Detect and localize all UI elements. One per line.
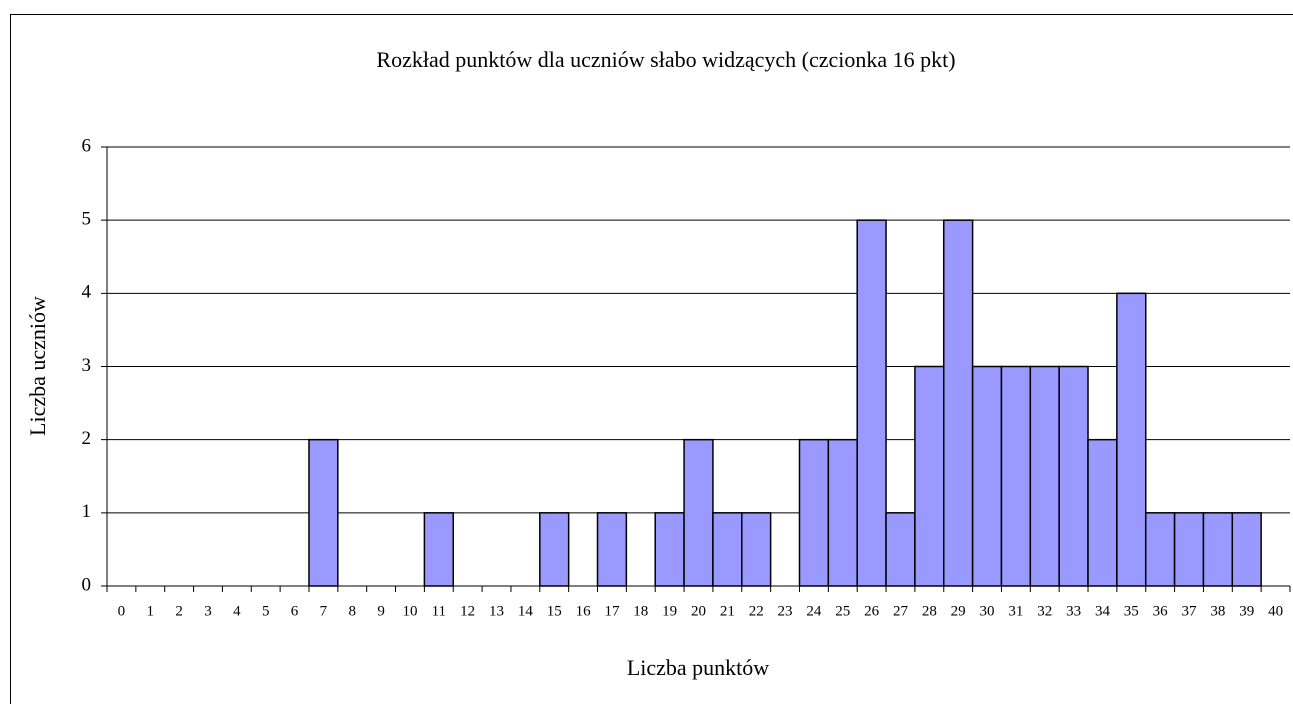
bar <box>308 438 339 587</box>
bar <box>596 512 628 587</box>
x-tick-label: 39 <box>1239 603 1254 619</box>
x-tick-label: 5 <box>262 603 270 619</box>
bar <box>1144 512 1176 587</box>
x-tick-label: 38 <box>1210 603 1225 619</box>
bar <box>1000 365 1032 587</box>
x-tick-label: 1 <box>147 603 155 619</box>
x-tick-label: 17 <box>604 603 620 619</box>
x-tick-label: 24 <box>806 603 822 619</box>
x-tick-label: 31 <box>1008 603 1023 619</box>
bar <box>943 219 974 587</box>
x-tick-label: 0 <box>118 603 126 619</box>
x-tick-label: 37 <box>1182 603 1198 619</box>
x-tick-label: 13 <box>489 603 504 619</box>
x-tick-label: 40 <box>1268 603 1283 619</box>
x-tick-label: 6 <box>291 603 299 619</box>
x-tick-label: 23 <box>778 603 793 619</box>
bar <box>1116 292 1147 587</box>
y-tick-label: 1 <box>82 501 92 522</box>
x-tick-label: 12 <box>460 603 475 619</box>
x-tick-label: 8 <box>349 603 357 619</box>
bar <box>1058 365 1089 587</box>
bar <box>1087 438 1118 587</box>
x-tick-label: 25 <box>835 603 850 619</box>
bar <box>423 512 454 587</box>
x-tick-label: 3 <box>204 603 212 619</box>
x-tick-label: 20 <box>691 603 706 619</box>
x-tick-label: 15 <box>547 603 562 619</box>
y-tick-label: 3 <box>82 355 92 376</box>
x-tick-label: 33 <box>1066 603 1081 619</box>
x-tick-label: 19 <box>662 603 677 619</box>
y-tick-label: 0 <box>82 574 92 595</box>
x-tick-label: 14 <box>518 603 534 619</box>
x-tick-label: 16 <box>576 603 592 619</box>
y-tick-label: 2 <box>82 428 92 449</box>
bar <box>741 512 772 587</box>
x-tick-label: 30 <box>980 603 995 619</box>
x-tick-label: 10 <box>402 603 417 619</box>
x-tick-label: 34 <box>1095 603 1111 619</box>
bar <box>1029 365 1060 587</box>
bar <box>914 365 945 587</box>
x-tick-label: 7 <box>320 603 328 619</box>
bar <box>539 512 570 587</box>
bar <box>1173 512 1205 587</box>
y-axis-title: Liczba uczniów <box>25 296 50 436</box>
x-tick-label: 35 <box>1124 603 1139 619</box>
x-axis-title: Liczba punktów <box>627 655 769 680</box>
bar <box>885 512 916 587</box>
x-tick-label: 18 <box>633 603 648 619</box>
bar <box>798 438 830 587</box>
y-tick-label: 6 <box>82 135 92 156</box>
bar <box>654 512 685 587</box>
bar <box>683 438 714 587</box>
chart-frame <box>10 14 1293 704</box>
x-tick-label: 28 <box>922 603 937 619</box>
x-tick-label: 4 <box>233 603 241 619</box>
bar <box>827 438 858 587</box>
x-tick-label: 27 <box>893 603 909 619</box>
x-tick-label: 26 <box>864 603 880 619</box>
x-tick-label: 21 <box>720 603 735 619</box>
x-tick-label: 29 <box>951 603 966 619</box>
x-tick-label: 22 <box>749 603 764 619</box>
bar <box>712 512 743 587</box>
bar <box>1231 512 1262 587</box>
y-tick-label: 5 <box>82 209 92 230</box>
chart-title: Rozkład punktów dla uczniów słabo widząc… <box>376 47 955 72</box>
x-tick-label: 9 <box>377 603 385 619</box>
y-tick-label: 4 <box>82 282 92 303</box>
bar <box>856 219 887 587</box>
x-tick-label: 2 <box>175 603 183 619</box>
x-tick-label: 11 <box>432 603 446 619</box>
x-tick-label: 32 <box>1037 603 1052 619</box>
bar <box>1202 512 1234 587</box>
bar <box>971 365 1003 587</box>
x-tick-label: 36 <box>1153 603 1169 619</box>
